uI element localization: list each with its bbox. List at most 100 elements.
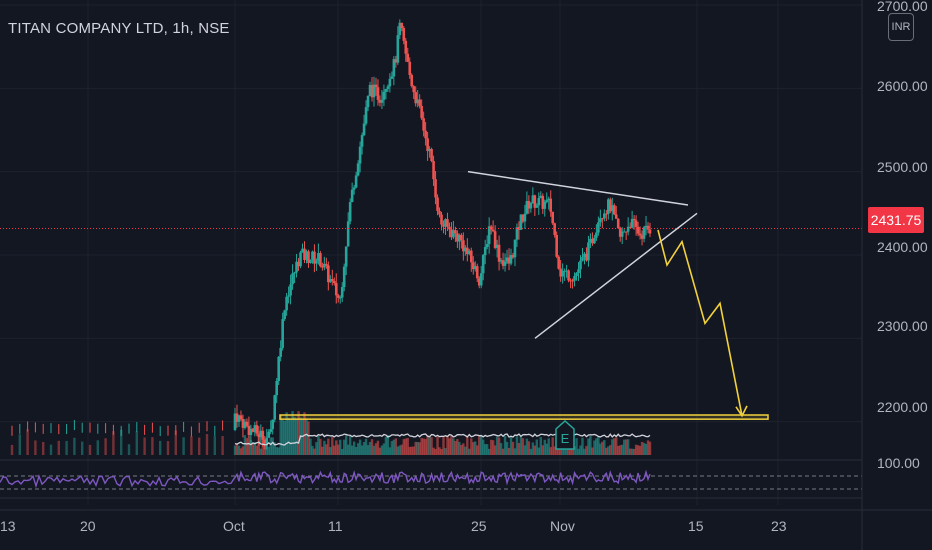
- candle-body: [521, 214, 525, 222]
- candle-body: [581, 257, 584, 261]
- volume-bar: [489, 439, 493, 455]
- candle-body: [376, 87, 380, 100]
- candle-body: [468, 250, 471, 255]
- candle-body: [603, 213, 606, 219]
- candle-body: [442, 224, 445, 227]
- candle-body: [374, 84, 378, 88]
- volume-bar: [362, 442, 366, 455]
- candle-body: [422, 118, 425, 131]
- x-tick-label: 11: [328, 518, 343, 534]
- candle-body: [243, 421, 247, 428]
- volume-bar: [513, 448, 517, 455]
- volume-bar: [597, 436, 600, 455]
- volume-bar: [630, 448, 634, 455]
- volume-bar: [450, 435, 453, 455]
- candle-body: [551, 211, 555, 224]
- candle-body: [299, 252, 302, 267]
- volume-bar: [382, 443, 386, 455]
- volume-bar: [112, 431, 115, 455]
- volume-bar: [482, 439, 485, 455]
- currency-badge[interactable]: INR: [888, 13, 914, 41]
- candle-body: [612, 205, 616, 215]
- candle-body: [291, 273, 294, 285]
- candle-body: [247, 425, 251, 436]
- candle-body: [350, 189, 354, 203]
- candle-body: [325, 263, 328, 266]
- candle-body: [511, 255, 515, 258]
- volume-bar: [549, 447, 552, 455]
- candle-body: [543, 201, 547, 209]
- volume-bar: [400, 444, 403, 455]
- volume-bar: [313, 448, 316, 455]
- candle-body: [583, 253, 586, 258]
- candle-body: [329, 278, 332, 283]
- earnings-marker-label: E: [561, 431, 570, 446]
- candle-body: [533, 195, 537, 208]
- candle-body: [440, 214, 443, 225]
- candle-body: [541, 195, 545, 209]
- candle-body: [352, 187, 356, 190]
- volume-bar: [416, 441, 419, 455]
- candle-body: [638, 233, 642, 236]
- volume-bar: [495, 436, 499, 455]
- candle-body: [495, 244, 499, 248]
- volume-bar: [519, 435, 523, 455]
- volume-bar: [454, 441, 457, 455]
- volume-bar: [257, 435, 261, 455]
- volume-bar: [190, 436, 193, 455]
- candle-body: [249, 428, 253, 436]
- volume-bar: [412, 446, 415, 455]
- candle-body: [509, 255, 513, 264]
- candle-body: [255, 425, 259, 434]
- volume-bar: [406, 437, 409, 455]
- volume-bar: [213, 436, 216, 455]
- candle-body: [307, 251, 310, 263]
- volume-bar: [364, 438, 368, 455]
- candle-body: [332, 280, 336, 284]
- volume-bar: [241, 446, 245, 455]
- volume-bar: [460, 444, 463, 455]
- volume-bar: [317, 435, 320, 455]
- candle-body: [235, 413, 239, 422]
- candle-body: [410, 74, 414, 87]
- volume-bar: [88, 444, 92, 455]
- volume-bar: [408, 446, 411, 455]
- candle-body: [483, 247, 487, 256]
- volume-bar: [644, 443, 648, 455]
- volume-bar: [279, 414, 282, 455]
- volume-bar: [515, 436, 519, 455]
- candle-body: [616, 218, 620, 229]
- volume-bar: [551, 437, 554, 455]
- candle-body: [327, 265, 330, 283]
- candle-body: [317, 253, 320, 261]
- volume-bar: [343, 439, 346, 455]
- candle-body: [589, 238, 592, 243]
- candle-body: [499, 260, 503, 262]
- candle-body: [346, 221, 350, 247]
- volume-bar: [285, 412, 288, 455]
- volume-ma-line: [234, 433, 651, 446]
- candle-body: [515, 227, 519, 240]
- volume-bar: [368, 442, 372, 455]
- volume-bar: [640, 441, 644, 455]
- volume-bar: [273, 442, 276, 455]
- rsi-tick-label: 100.00: [877, 455, 920, 471]
- volume-bar: [609, 445, 612, 455]
- volume-bar: [239, 448, 243, 455]
- candle-body: [644, 225, 648, 228]
- volume-bar: [426, 435, 429, 455]
- candle-body: [523, 213, 527, 222]
- candle-body: [587, 242, 590, 261]
- volume-bar: [517, 443, 521, 455]
- volume-bar: [511, 441, 515, 455]
- volume-bar: [543, 439, 546, 455]
- candle-body: [438, 210, 441, 215]
- volume-bar: [436, 436, 439, 455]
- volume-bar: [333, 445, 336, 455]
- candle-body: [313, 251, 316, 264]
- volume-bar: [464, 446, 467, 455]
- candle-body: [311, 251, 314, 260]
- volume-bar: [442, 436, 445, 455]
- candle-body: [479, 273, 483, 286]
